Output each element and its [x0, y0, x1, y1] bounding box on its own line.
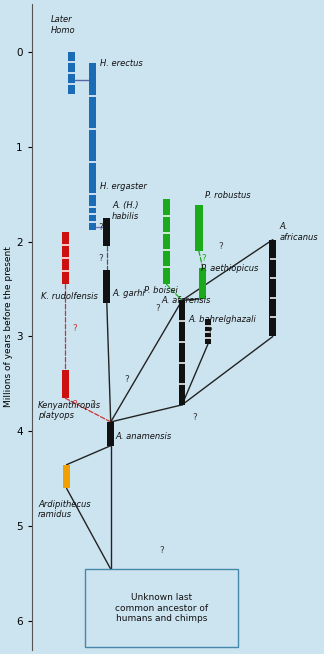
Text: ?: ?: [219, 242, 223, 250]
Bar: [62, 370, 69, 398]
Bar: [163, 199, 170, 284]
FancyBboxPatch shape: [85, 569, 238, 647]
Text: A. (H.)
habilis: A. (H.) habilis: [112, 201, 139, 221]
Bar: [103, 270, 110, 303]
Text: ?: ?: [155, 303, 160, 313]
Text: ?: ?: [90, 400, 95, 409]
Text: H. ergaster: H. ergaster: [100, 182, 147, 191]
Text: ?: ?: [125, 375, 129, 384]
Text: A. afarensis: A. afarensis: [161, 296, 211, 305]
Text: ?: ?: [193, 413, 197, 422]
Bar: [179, 300, 185, 405]
Bar: [89, 199, 96, 230]
Text: P. aethiopicus: P. aethiopicus: [202, 264, 259, 273]
Text: ?: ?: [73, 400, 77, 409]
Text: H. erectus: H. erectus: [100, 59, 143, 67]
Text: ?: ?: [99, 254, 103, 263]
Text: Kenyanthropus
platyops: Kenyanthropus platyops: [38, 401, 101, 421]
Bar: [89, 63, 96, 228]
Text: ?: ?: [72, 324, 77, 334]
Text: A. bahrelghazali: A. bahrelghazali: [189, 315, 256, 324]
Text: P. robustus: P. robustus: [205, 192, 251, 201]
Bar: [63, 465, 70, 489]
Text: ?: ?: [98, 223, 103, 232]
Y-axis label: Millions of years before the present: Millions of years before the present: [4, 247, 13, 407]
Text: A. garhi: A. garhi: [112, 289, 145, 298]
Bar: [204, 319, 211, 344]
Text: A. anamensis: A. anamensis: [116, 432, 172, 441]
Bar: [107, 422, 114, 445]
Bar: [199, 268, 206, 298]
Text: ?: ?: [207, 327, 212, 336]
Text: K. rudolfensis: K. rudolfensis: [41, 292, 98, 301]
Bar: [68, 52, 75, 94]
Bar: [270, 239, 276, 337]
Bar: [195, 205, 202, 251]
Text: Unknown last
common ancestor of
humans and chimps: Unknown last common ancestor of humans a…: [115, 593, 208, 623]
Bar: [62, 232, 69, 284]
Text: ?: ?: [202, 254, 206, 263]
Text: Later
Homo: Later Homo: [51, 15, 76, 35]
Bar: [103, 218, 110, 247]
Text: A.
africanus: A. africanus: [279, 222, 318, 242]
Text: Ardipithecus
ramidus: Ardipithecus ramidus: [38, 500, 91, 519]
Text: P. boisei: P. boisei: [145, 286, 178, 296]
Text: ?: ?: [159, 545, 164, 555]
